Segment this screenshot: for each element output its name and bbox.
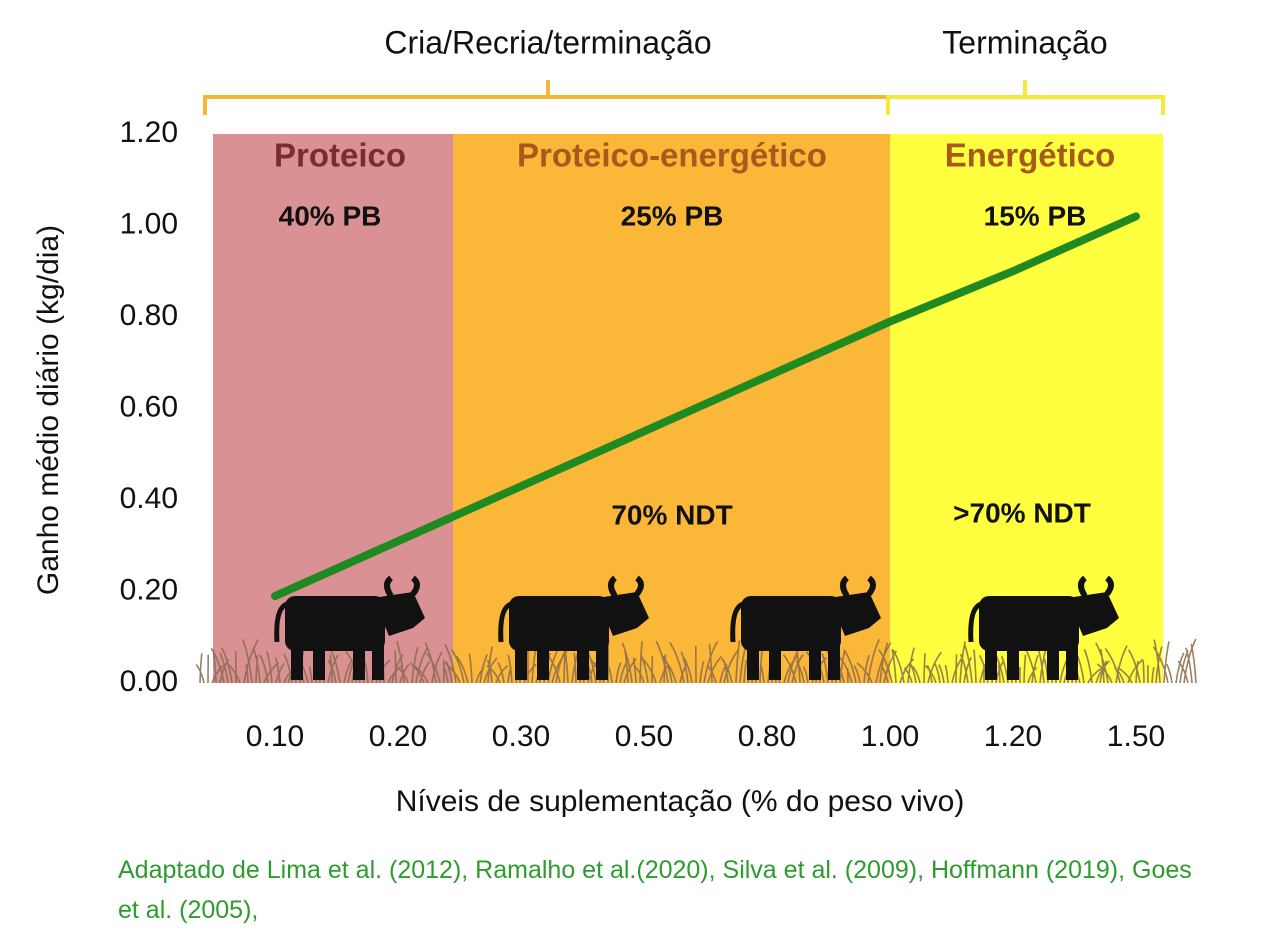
x-tick-label: 0.30 [492, 720, 550, 753]
bracket-label: Cria/Recria/terminação [384, 24, 711, 60]
region-text: 70% NDT [611, 499, 732, 530]
x-tick-label: 1.50 [1107, 720, 1165, 753]
regions [213, 134, 1163, 683]
x-tick-label: 0.20 [369, 720, 427, 753]
region-title: Proteico [274, 137, 406, 174]
x-tick-label: 0.10 [246, 720, 304, 753]
region-title: Energético [945, 137, 1116, 174]
x-tick-label: 1.00 [861, 720, 919, 753]
region-text: 15% PB [984, 200, 1087, 231]
region-title: Proteico-energético [517, 137, 827, 174]
y-tick-label: 0.40 [120, 482, 178, 515]
bracket [203, 80, 890, 115]
region-text: 25% PB [621, 200, 724, 231]
region-text: >70% NDT [953, 497, 1091, 528]
x-axis-label: Níveis de suplementação (% do peso vivo) [396, 785, 965, 818]
plot: Proteico 40% PB Proteico-energético 25% PB 7… [120, 24, 1166, 752]
y-tick-label: 0.20 [120, 573, 178, 606]
x-tick-label: 1.20 [984, 720, 1042, 753]
y-tick-label: 1.00 [120, 207, 178, 240]
region-band [453, 134, 890, 683]
source-note: Adaptado de Lima et al. (2012), Ramalho … [118, 856, 1192, 924]
x-tick-label: 0.80 [738, 720, 796, 753]
y-axis-label: Ganho médio diário (kg/dia) [32, 225, 65, 595]
x-tick-label: 0.50 [615, 720, 673, 753]
y-tick-label: 0.80 [120, 299, 178, 332]
y-tick-label: 0.00 [120, 665, 178, 698]
bracket [886, 80, 1165, 115]
y-tick-label: 0.60 [120, 390, 178, 423]
trend-line [271, 212, 1140, 601]
bracket-label: Terminação [942, 24, 1107, 60]
region-text: 40% PB [279, 200, 382, 231]
y-tick-label: 1.20 [120, 116, 178, 149]
